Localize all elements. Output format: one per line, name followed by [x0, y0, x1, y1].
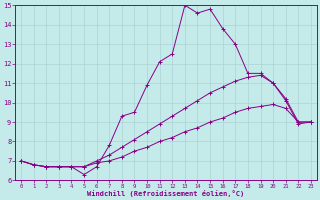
X-axis label: Windchill (Refroidissement éolien,°C): Windchill (Refroidissement éolien,°C): [87, 190, 244, 197]
